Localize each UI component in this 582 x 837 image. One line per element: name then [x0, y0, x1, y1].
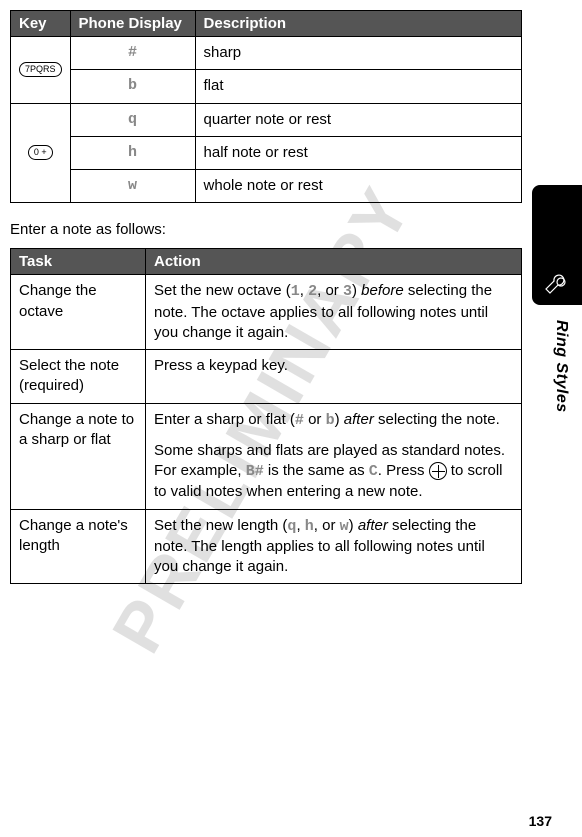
side-tab	[532, 185, 582, 305]
action-cell: Set the new length (q, h, or w) after se…	[146, 509, 522, 584]
display-cell: w	[70, 170, 195, 203]
action-cell: Set the new octave (1, 2, or 3) before s…	[146, 275, 522, 350]
side-section-label: Ring Styles	[552, 320, 570, 413]
keycap-7: 7PQRS	[19, 62, 62, 77]
desc-cell: half note or rest	[195, 136, 521, 169]
col-display-header: Phone Display	[70, 11, 195, 37]
table-row: w whole note or rest	[11, 170, 522, 203]
desc-cell: quarter note or rest	[195, 103, 521, 136]
keycap-0: 0 +	[28, 145, 53, 160]
key-cell: 0 +	[11, 103, 71, 203]
col-desc-header: Description	[195, 11, 521, 37]
col-action-header: Action	[146, 249, 522, 275]
intro-text: Enter a note as follows:	[10, 221, 522, 238]
task-cell: Select the note (required)	[11, 350, 146, 404]
table-row: Change a note's length Set the new lengt…	[11, 509, 522, 584]
table-row: b flat	[11, 70, 522, 103]
page-number: 137	[529, 813, 552, 829]
task-action-table: Task Action Change the octave Set the ne…	[10, 248, 522, 584]
key-cell: 7PQRS	[11, 37, 71, 104]
action-cell: Press a keypad key.	[146, 350, 522, 404]
table-row: 7PQRS # sharp	[11, 37, 522, 70]
action-cell: Enter a sharp or flat (# or b) after sel…	[146, 403, 522, 509]
task-cell: Change a note to a sharp or flat	[11, 403, 146, 509]
wrench-icon	[544, 273, 570, 299]
col-key-header: Key	[11, 11, 71, 37]
table-row: Change a note to a sharp or flat Enter a…	[11, 403, 522, 509]
desc-cell: sharp	[195, 37, 521, 70]
display-cell: #	[70, 37, 195, 70]
col-task-header: Task	[11, 249, 146, 275]
key-display-table: Key Phone Display Description 7PQRS # sh…	[10, 10, 522, 203]
table-row: Select the note (required) Press a keypa…	[11, 350, 522, 404]
display-cell: h	[70, 136, 195, 169]
table-row: 0 + q quarter note or rest	[11, 103, 522, 136]
task-cell: Change the octave	[11, 275, 146, 350]
task-cell: Change a note's length	[11, 509, 146, 584]
nav-key-icon	[429, 462, 447, 480]
desc-cell: whole note or rest	[195, 170, 521, 203]
display-cell: b	[70, 70, 195, 103]
table-row: h half note or rest	[11, 136, 522, 169]
display-cell: q	[70, 103, 195, 136]
desc-cell: flat	[195, 70, 521, 103]
table-row: Change the octave Set the new octave (1,…	[11, 275, 522, 350]
